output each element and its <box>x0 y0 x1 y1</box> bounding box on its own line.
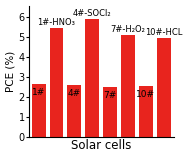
Text: 7#: 7# <box>104 91 117 100</box>
Bar <box>85 19 99 137</box>
Y-axis label: PCE (%): PCE (%) <box>6 51 16 92</box>
Text: 1#: 1# <box>32 88 45 97</box>
Bar <box>139 86 153 137</box>
Bar <box>121 35 135 137</box>
Text: 7#-H₂O₂: 7#-H₂O₂ <box>111 25 146 34</box>
Bar <box>103 87 117 137</box>
Text: 1#-HNO₃: 1#-HNO₃ <box>38 18 75 27</box>
X-axis label: Solar cells: Solar cells <box>71 140 131 152</box>
Text: 10#: 10# <box>136 90 155 99</box>
Text: 4#: 4# <box>68 89 81 98</box>
Bar <box>157 38 171 137</box>
Text: 10#-HCL: 10#-HCL <box>145 28 183 37</box>
Text: 4#-SOCl₂: 4#-SOCl₂ <box>73 9 111 18</box>
Bar <box>49 28 64 137</box>
Bar <box>67 85 81 137</box>
Bar <box>32 84 45 137</box>
